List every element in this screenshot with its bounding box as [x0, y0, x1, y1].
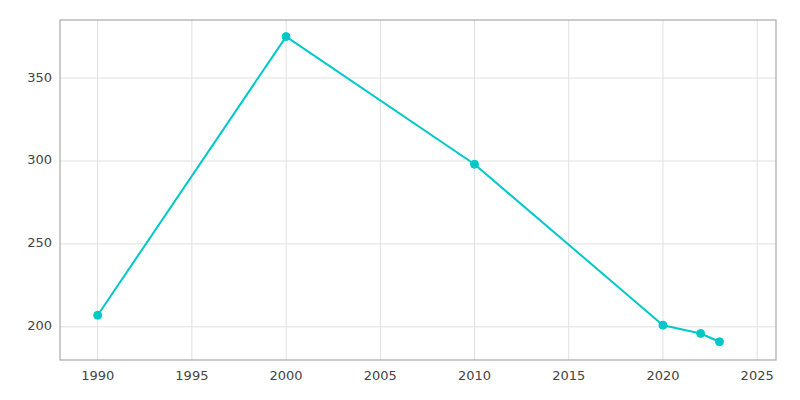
point [94, 311, 102, 319]
grid [60, 20, 776, 360]
y-tick-label: 250 [27, 235, 52, 250]
series [94, 33, 724, 346]
x-tick-label: 2025 [741, 368, 774, 383]
x-grid-line [474, 20, 475, 360]
y-grid-line [60, 160, 776, 161]
point [659, 321, 667, 329]
x-grid-line [757, 20, 758, 360]
x-grid-line [97, 20, 98, 360]
x-tick-label: 2020 [646, 368, 679, 383]
y-grid-line [60, 78, 776, 79]
x-tick-label: 2010 [458, 368, 491, 383]
y-grid-line [60, 243, 776, 244]
x-tick-label: 2000 [270, 368, 303, 383]
x-grid-line [568, 20, 569, 360]
point [697, 329, 705, 337]
chart-container: 200 250 300 350 1990 1995 2000 2005 2010 2015 2020… [0, 0, 800, 400]
x-grid-line [191, 20, 192, 360]
chart-svg: 200 250 300 350 1990 1995 2000 2005 2010 2015 2020… [0, 0, 800, 400]
y-tick-label: 200 [27, 318, 52, 333]
y-tick-label: 350 [27, 70, 52, 85]
point [715, 338, 723, 346]
x-grid-line [286, 20, 287, 360]
x-tick-label: 1995 [175, 368, 208, 383]
point [471, 160, 479, 168]
plot-frame [60, 20, 776, 360]
line [98, 37, 720, 342]
tick-labels: 200 250 300 350 1990 1995 2000 2005 2010 2015 2020… [27, 70, 774, 383]
x-tick-label: 2015 [552, 368, 585, 383]
x-tick-label: 1990 [81, 368, 114, 383]
x-tick-label: 2005 [364, 368, 397, 383]
point [282, 33, 290, 41]
x-grid-line [380, 20, 381, 360]
x-grid-line [662, 20, 663, 360]
y-tick-label: 300 [27, 152, 52, 167]
